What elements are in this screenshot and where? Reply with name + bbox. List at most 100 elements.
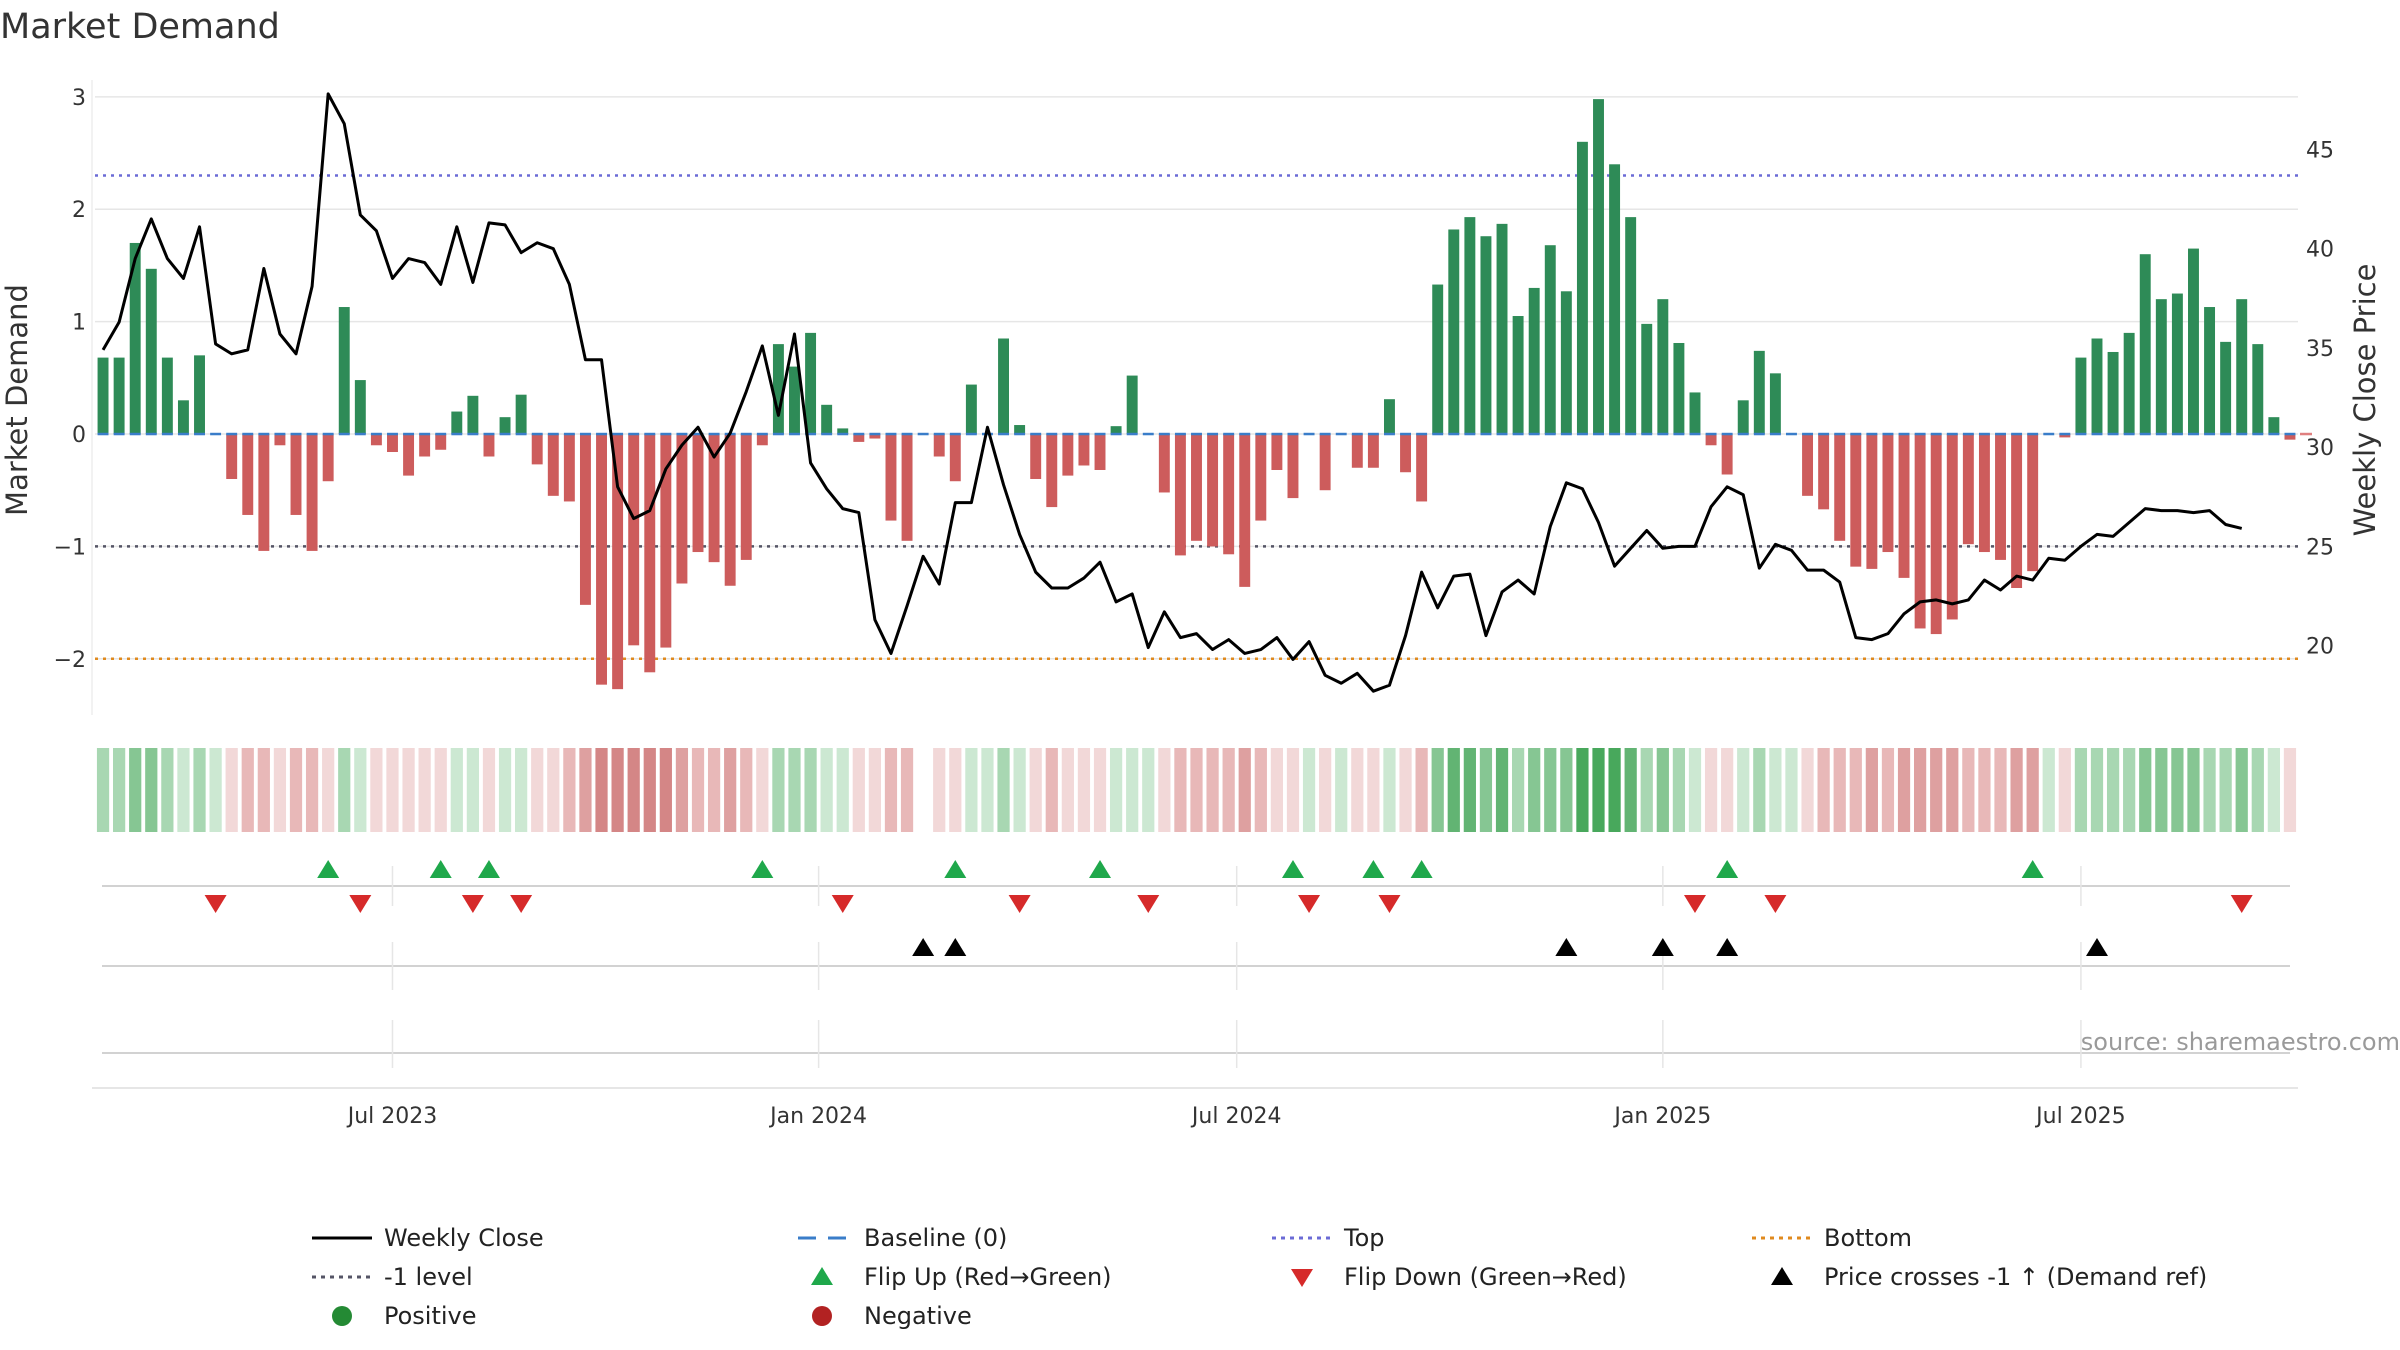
heat-strip-cell: [1319, 748, 1332, 832]
right-tick-label: 25: [2306, 535, 2334, 560]
left-tick-label: −2: [54, 648, 86, 673]
heat-strip-cell: [1640, 748, 1653, 832]
flip-up-marker: [1362, 860, 1385, 878]
positive-demand-bar: [965, 384, 977, 435]
heat-strip-cell: [675, 748, 689, 832]
positive-demand-bar: [1657, 299, 1669, 435]
negative-demand-bar: [274, 434, 286, 446]
heat-strip-cell: [852, 748, 865, 832]
positive-demand-bar: [1014, 425, 1026, 435]
x-tick-label: Jan 2024: [768, 1104, 867, 1129]
negative-demand-bar: [1995, 434, 2006, 560]
negative-demand-bar: [1721, 434, 1733, 475]
negative-demand-bar: [1978, 434, 1990, 553]
negative-demand-bar: [531, 434, 543, 465]
flip-up-marker: [751, 860, 774, 878]
positive-demand-bar: [338, 307, 350, 435]
heat-strip-cell: [322, 748, 335, 832]
negative-demand-bar: [1174, 434, 1186, 556]
heat-strip-cell: [997, 748, 1010, 832]
heat-strip-cell: [1994, 748, 2007, 832]
legend-label: Positive: [384, 1302, 477, 1330]
reference-lines: [95, 174, 2298, 661]
flip-up-marker: [1281, 860, 1304, 878]
x-tick-label: Jan 2025: [1612, 1104, 1711, 1129]
positive-demand-bar: [1448, 229, 1460, 435]
heat-strip-cell: [1576, 748, 1589, 832]
negative-demand-bar: [692, 434, 704, 553]
heat-strip-cell: [547, 748, 560, 832]
flip-down-marker: [831, 895, 854, 913]
negative-demand-bar: [563, 434, 575, 502]
negative-demand-bar: [483, 434, 495, 457]
heat-strip-cell: [691, 748, 705, 832]
positive-demand-bar: [2075, 357, 2087, 435]
heat-strip-cell: [1126, 748, 1139, 832]
negative-demand-bar: [1287, 434, 1299, 499]
heat-strip-cell: [595, 748, 608, 832]
heat-strip-cell: [2155, 748, 2168, 832]
heat-strip-cell: [1769, 748, 1782, 832]
heat-strip-cell: [2090, 748, 2104, 832]
positive-demand-bar: [2107, 351, 2119, 435]
negative-demand-bar: [1223, 434, 1235, 555]
legend-item: Price crosses -1 ↑ (Demand ref): [1771, 1263, 2207, 1291]
heat-strip-cell: [900, 748, 914, 832]
flip-up-marker: [1089, 860, 1112, 878]
flip-up-marker: [1716, 860, 1739, 878]
negative-demand-bar: [1351, 434, 1363, 468]
heat-strip-cell: [1367, 748, 1380, 832]
positive-demand-bar: [1528, 287, 1540, 435]
negative-demand-bar: [435, 434, 447, 450]
heat-strip-cell: [772, 748, 785, 832]
legend-label: Bottom: [1824, 1224, 1912, 1252]
negative-demand-bar: [1962, 434, 1974, 545]
negative-demand-bar: [901, 434, 913, 541]
legend-item: Baseline (0): [798, 1224, 1007, 1252]
heat-strip-cell: [933, 748, 946, 832]
heat-strip-cell: [2283, 748, 2297, 832]
source-attribution: source: sharemaestro.com: [2081, 1028, 2400, 1056]
left-y-axis-label: Market Demand: [0, 284, 34, 516]
positive-demand-bar: [772, 344, 784, 435]
legend-label: Top: [1343, 1224, 1385, 1252]
positive-demand-bar: [2123, 332, 2135, 435]
negative-demand-bar: [1802, 434, 1814, 496]
right-tick-label: 30: [2306, 436, 2334, 461]
heat-strip-cell: [965, 748, 978, 832]
flip-down-marker: [461, 895, 484, 913]
heat-strip-cell: [2010, 748, 2023, 832]
negative-demand-bar: [306, 434, 318, 551]
legend: Weekly Close Baseline (0) Top Bottom -1 leve…: [312, 1224, 2207, 1330]
positive-demand-bar: [998, 338, 1009, 435]
heat-strip-cell: [981, 748, 994, 832]
heat-strip-cell: [1592, 748, 1605, 832]
heat-strip-cell: [1254, 748, 1267, 832]
positive-demand-bar: [1384, 399, 1395, 435]
heat-strip-cell: [788, 748, 801, 832]
heat-strip-cell: [2106, 748, 2120, 832]
heat-strip-cell: [482, 748, 496, 832]
heat-strip-cell: [756, 748, 769, 832]
negative-demand-bar: [1367, 434, 1379, 468]
negative-demand-bar: [676, 434, 688, 584]
heat-strip-cell: [129, 748, 142, 832]
heat-strip-cell: [627, 748, 640, 832]
negative-demand-bar: [2027, 434, 2039, 572]
heat-strip-cell: [289, 748, 303, 832]
flip-up-marker: [944, 860, 967, 878]
positive-demand-bar: [1464, 217, 1476, 435]
heat-strip-cell: [1174, 748, 1187, 832]
negative-demand-bar: [1158, 434, 1170, 493]
heat-strip-cell: [659, 748, 672, 832]
heat-strip-cell: [1704, 748, 1718, 832]
heat-strip-cell: [1093, 748, 1107, 832]
x-tick-label: Jul 2025: [2034, 1104, 2126, 1129]
positive-demand-bar: [1496, 223, 1508, 435]
heat-strip-cell: [1930, 748, 1943, 832]
negative-demand-bar: [419, 434, 431, 457]
heat-strip-cell: [1061, 748, 1074, 832]
heat-strip-cell: [498, 748, 512, 832]
positive-demand-bar: [805, 332, 817, 435]
flip-up-marker: [2021, 860, 2044, 878]
